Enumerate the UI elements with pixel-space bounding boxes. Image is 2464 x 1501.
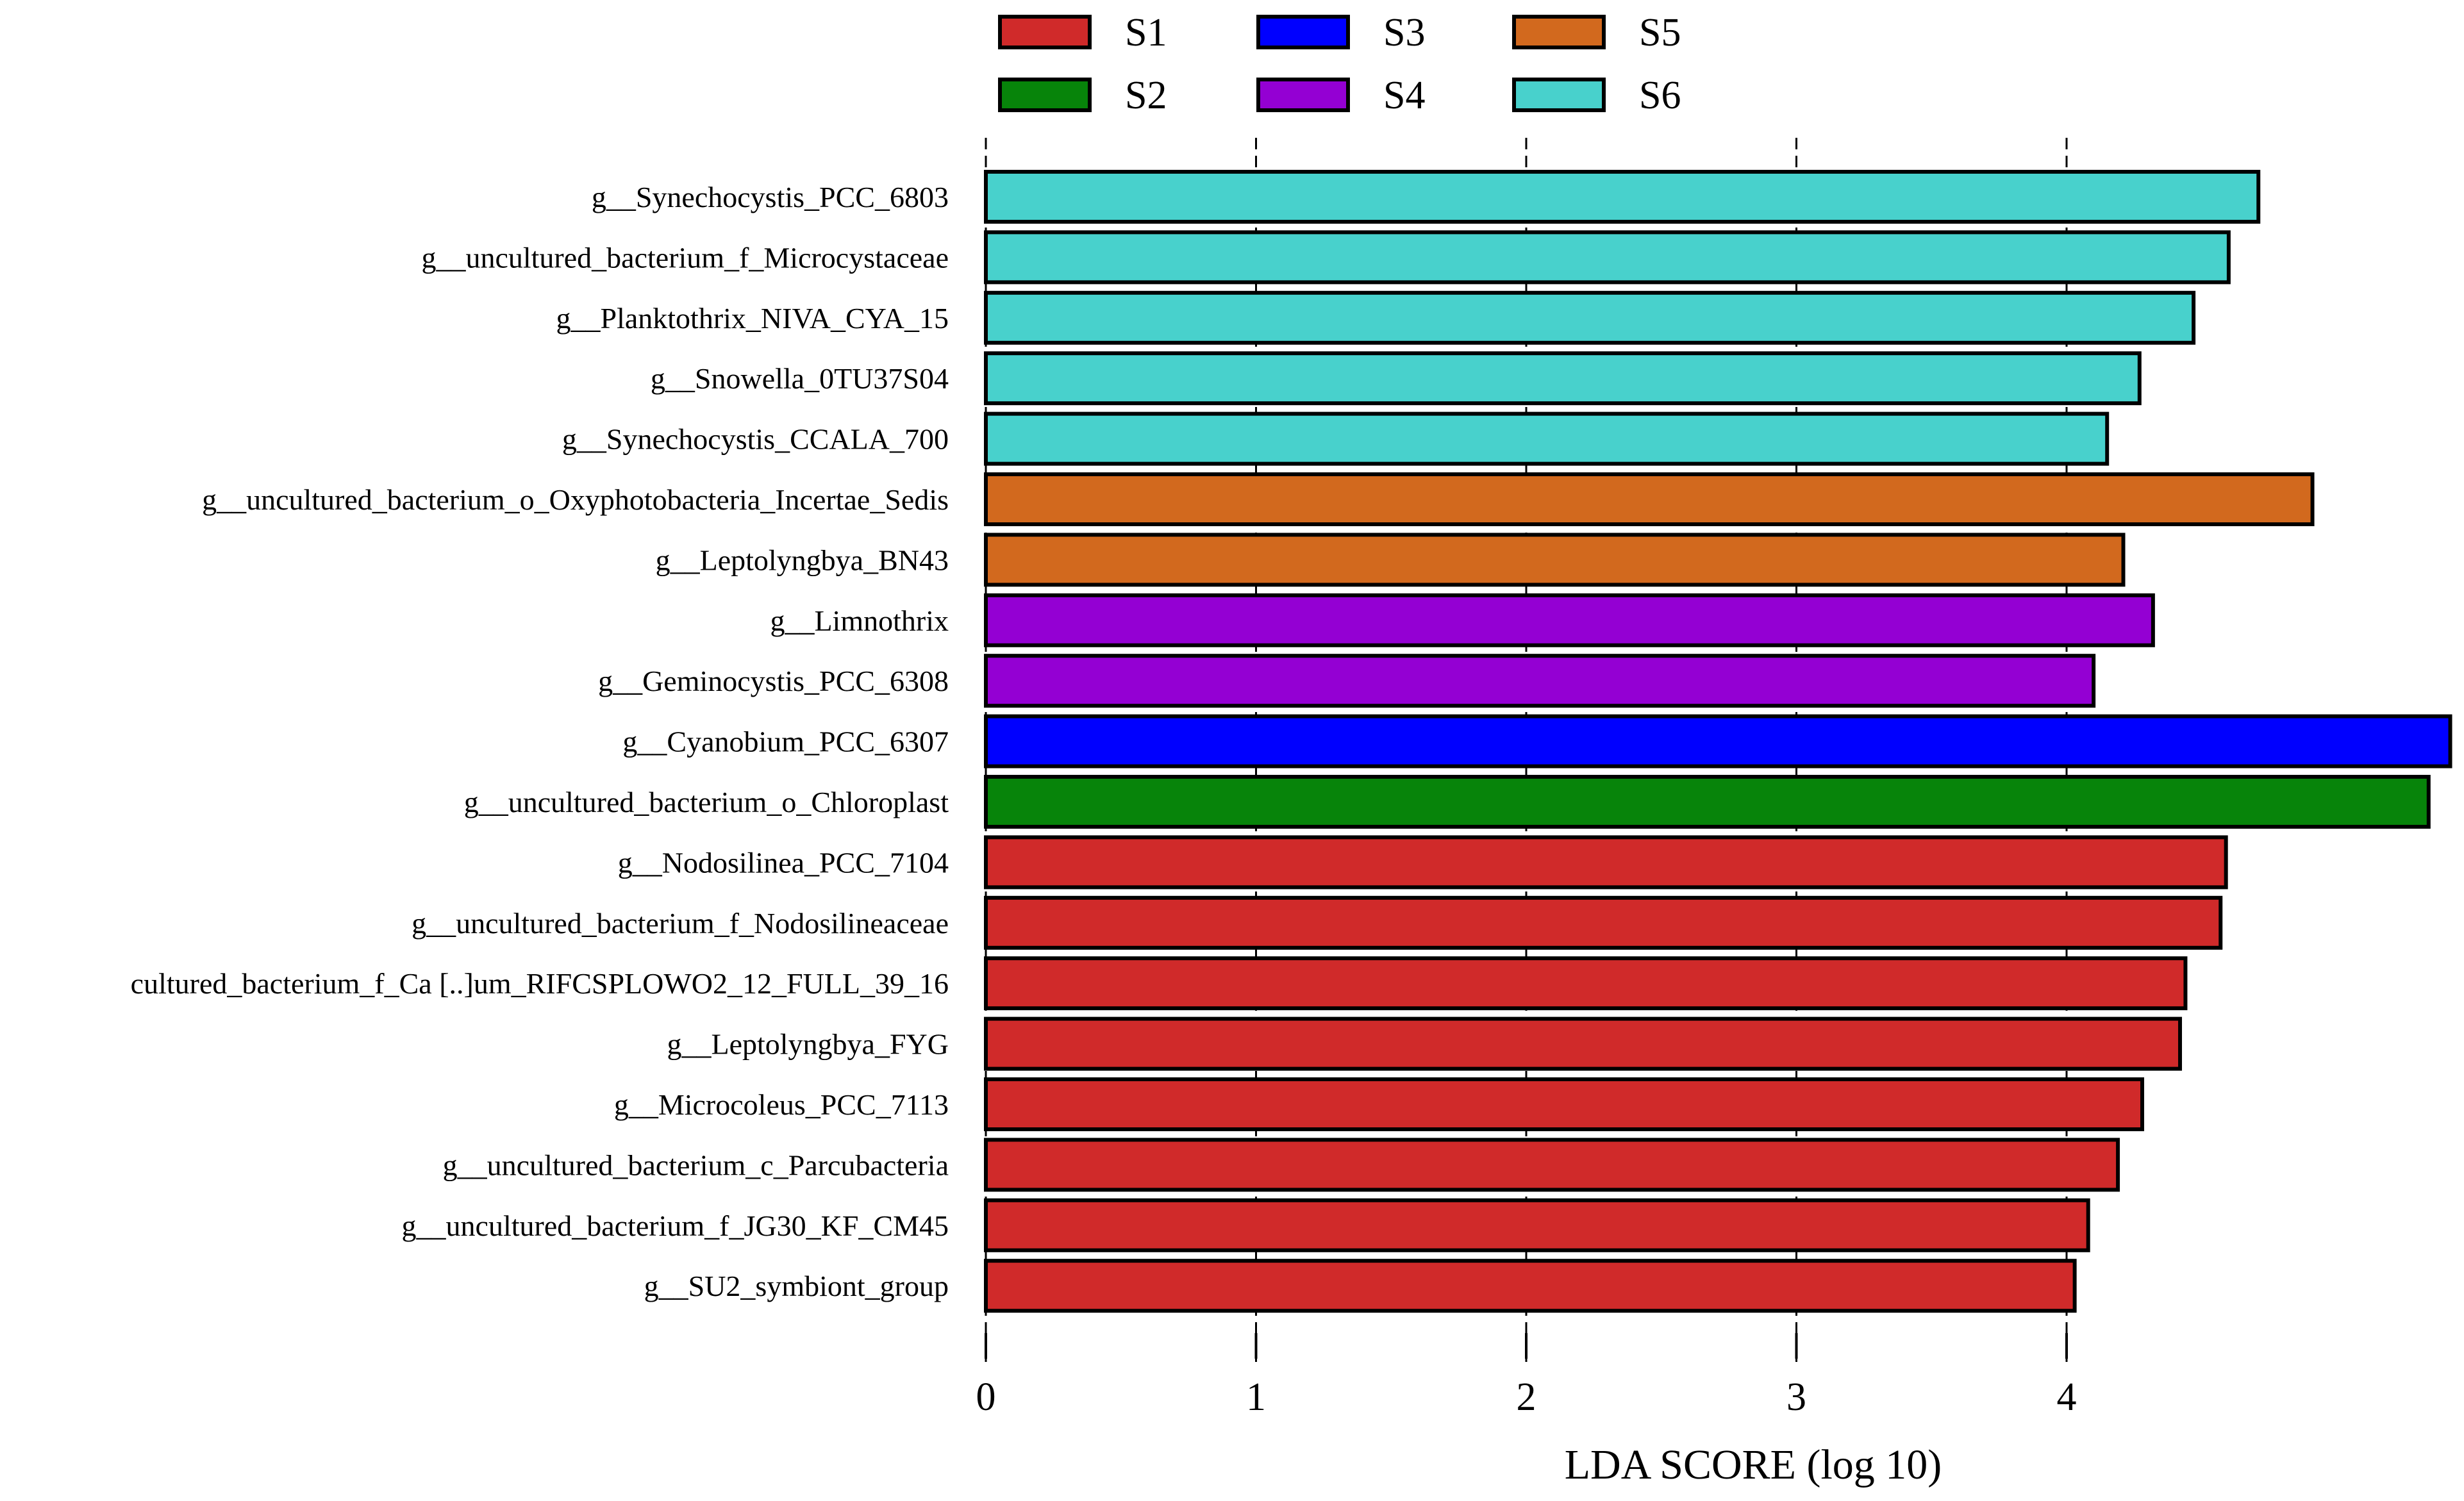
- legend-label-s2: S2: [1125, 74, 1167, 117]
- x-axis-title: LDA SCORE (log 10): [1565, 1441, 1942, 1488]
- category-label-g-cyanobium-pcc-6307: g__Cyanobium_PCC_6307: [622, 726, 949, 758]
- category-label-g-uncultured-bacterium-o-chloroplast: g__uncultured_bacterium_o_Chloroplast: [464, 786, 949, 818]
- category-label-g-uncultured-bacterium-f-nodosilineaceae: g__uncultured_bacterium_f_Nodosilineacea…: [412, 907, 949, 940]
- x-tick-label-4: 4: [2057, 1375, 2077, 1419]
- bar-g-snowella-0tu37s04: [984, 351, 2142, 406]
- category-label-g-leptolyngbya-bn43: g__Leptolyngbya_BN43: [656, 543, 949, 576]
- category-label-g-uncultured-bacterium-c-parcubacteria: g__uncultured_bacterium_c_Parcubacteria: [443, 1149, 949, 1181]
- category-label-g-geminocystis-pcc-6308: g__Geminocystis_PCC_6308: [598, 665, 949, 697]
- legend-label-s4: S4: [1383, 74, 1425, 117]
- bar-g-cyanobium-pcc-6307: [984, 714, 2452, 768]
- legend-swatch-s5: [1512, 15, 1606, 49]
- legend-swatch-s4: [1256, 78, 1350, 112]
- legend-swatch-s2: [998, 78, 1092, 112]
- bars: [984, 170, 2452, 1313]
- bar-g-uncultured-bacterium-f-microcystaceae: [984, 230, 2231, 285]
- bar-cultured-bacterium-f-ca-um-rifcsplowo2-12-full-39-16: [984, 956, 2188, 1011]
- legend-swatch-s1: [998, 15, 1092, 49]
- bar-g-nodosilinea-pcc-7104: [984, 835, 2228, 890]
- category-label-g-planktothrix-niva-cya-15: g__Planktothrix_NIVA_CYA_15: [556, 302, 949, 335]
- category-label-g-uncultured-bacterium-o-oxyphotobacteria-incertae-sedis: g__uncultured_bacterium_o_Oxyphotobacter…: [202, 483, 949, 516]
- bar-g-uncultured-bacterium-f-nodosilineaceae: [984, 895, 2223, 950]
- category-label-g-microcoleus-pcc-7113: g__Microcoleus_PCC_7113: [614, 1088, 949, 1121]
- bar-g-limnothrix: [984, 593, 2155, 647]
- category-label-g-su2-symbiont-group: g__SU2_symbiont_group: [644, 1270, 949, 1302]
- bar-g-leptolyngbya-fyg: [984, 1016, 2183, 1071]
- bar-g-planktothrix-niva-cya-15: [984, 290, 2196, 345]
- bar-g-microcoleus-pcc-7113: [984, 1077, 2145, 1131]
- category-label-g-snowella-0tu37s04: g__Snowella_0TU37S04: [651, 362, 949, 395]
- category-label-cultured-bacterium-f-ca-um-rifcsplowo2-12-full-39-16: cultured_bacterium_f_Ca [..]um_RIFCSPLOW…: [131, 967, 949, 1000]
- x-tick-label-3: 3: [1786, 1375, 1806, 1419]
- category-labels: g__Synechocystis_PCC_6803 g__uncultured_b…: [131, 181, 949, 1302]
- bar-g-geminocystis-pcc-6308: [984, 654, 2096, 708]
- x-axis: LDA SCORE (log 10) 0 1 2 3 4: [976, 1333, 2077, 1488]
- legend: S1 S3 S5 S2 S4 S6: [998, 11, 1681, 117]
- bar-g-synechocystis-ccala-700: [984, 411, 2110, 466]
- bar-g-su2-symbiont-group: [984, 1259, 2077, 1313]
- category-label-g-synechocystis-pcc-6803: g__Synechocystis_PCC_6803: [592, 181, 949, 213]
- bar-g-uncultured-bacterium-f-jg30-kf-cm45: [984, 1198, 2090, 1252]
- x-tick-label-2: 2: [1517, 1375, 1536, 1419]
- category-label-g-nodosilinea-pcc-7104: g__Nodosilinea_PCC_7104: [618, 846, 949, 879]
- legend-swatch-s6: [1512, 78, 1606, 112]
- legend-swatch-s3: [1256, 15, 1350, 49]
- bar-g-synechocystis-pcc-6803: [984, 170, 2261, 224]
- x-tick-label-0: 0: [976, 1375, 996, 1419]
- legend-label-s6: S6: [1639, 74, 1681, 117]
- bar-g-uncultured-bacterium-o-chloroplast: [984, 775, 2431, 829]
- bar-g-uncultured-bacterium-o-oxyphotobacteria-incertae-sedis: [984, 472, 2315, 526]
- category-label-g-uncultured-bacterium-f-microcystaceae: g__uncultured_bacterium_f_Microcystaceae: [421, 241, 949, 274]
- bar-g-leptolyngbya-bn43: [984, 533, 2126, 587]
- legend-label-s5: S5: [1639, 11, 1681, 54]
- x-tick-label-1: 1: [1246, 1375, 1266, 1419]
- category-label-g-synechocystis-ccala-700: g__Synechocystis_CCALA_700: [562, 423, 949, 456]
- legend-label-s3: S3: [1383, 11, 1425, 54]
- category-label-g-leptolyngbya-fyg: g__Leptolyngbya_FYG: [667, 1028, 949, 1061]
- category-label-g-uncultured-bacterium-f-jg30-kf-cm45: g__uncultured_bacterium_f_JG30_KF_CM45: [402, 1209, 949, 1242]
- category-label-g-limnothrix: g__Limnothrix: [770, 604, 949, 637]
- legend-label-s1: S1: [1125, 11, 1167, 54]
- bar-g-uncultured-bacterium-c-parcubacteria: [984, 1138, 2120, 1192]
